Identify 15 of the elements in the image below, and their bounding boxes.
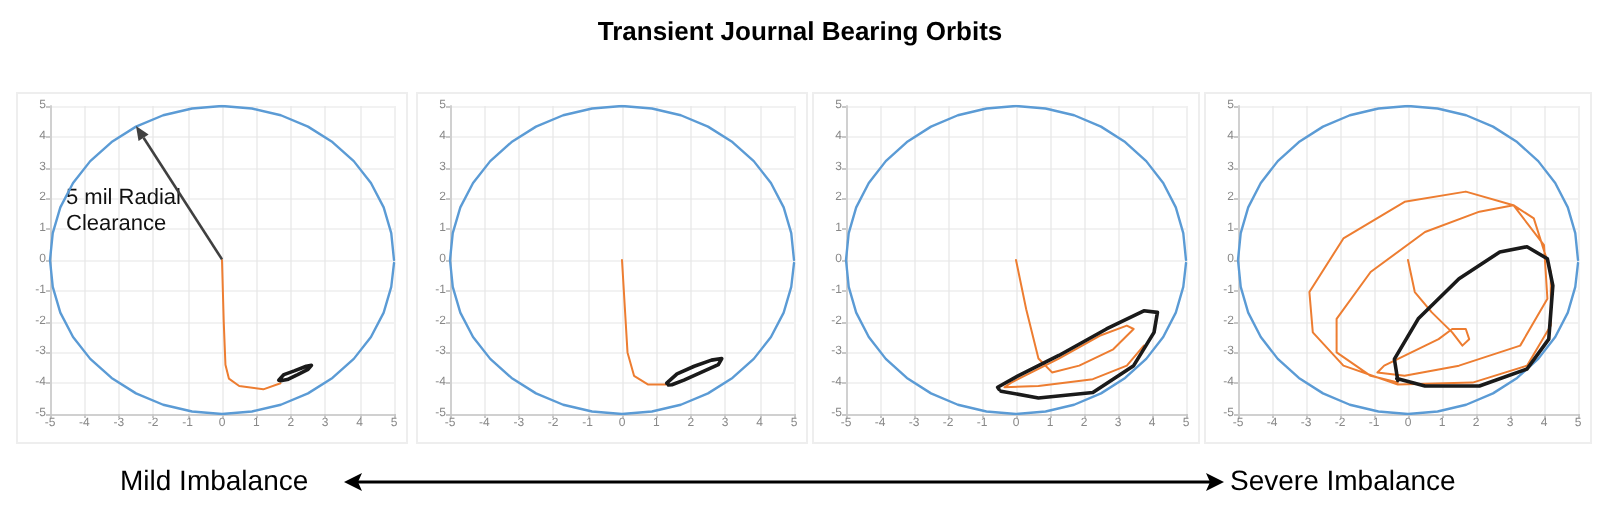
text: Severe Imbalance [1230, 464, 1456, 496]
text: Transient Journal Bearing Orbits [595, 16, 1005, 46]
line-series [448, 104, 796, 416]
line-series [1003, 259, 1145, 389]
line-series [1236, 104, 1580, 416]
line-series [48, 104, 396, 416]
line-series [276, 363, 314, 383]
text: Mild Imbalance [120, 464, 309, 496]
line-series [844, 104, 1188, 416]
line-series [221, 259, 282, 391]
line-series [1308, 190, 1552, 386]
line-series [1392, 244, 1555, 388]
line-series [995, 309, 1160, 400]
line-series [664, 356, 724, 387]
line-series [621, 259, 669, 386]
